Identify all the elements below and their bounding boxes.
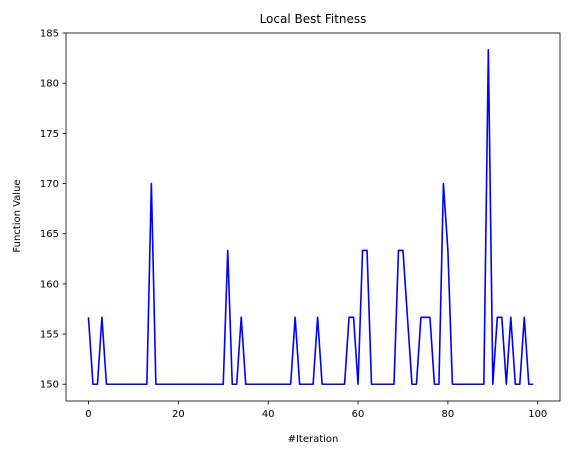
x-tick-label: 60 <box>352 409 365 420</box>
x-tick-label: 100 <box>528 409 547 420</box>
y-tick-label: 185 <box>40 29 59 40</box>
y-tick-label: 175 <box>40 129 59 140</box>
y-tick-label: 170 <box>40 179 59 190</box>
series-line-0 <box>87 48 534 386</box>
x-tick-label: 40 <box>262 409 275 420</box>
axes-frame <box>65 32 561 402</box>
y-tick-label: 155 <box>40 330 59 341</box>
y-tick-label: 180 <box>40 79 59 90</box>
chart-title: Local Best Fitness <box>260 12 367 26</box>
y-axis-label: Function Value <box>12 179 23 252</box>
x-tick-label: 20 <box>172 409 185 420</box>
x-axis-label: #Iteration <box>288 434 339 445</box>
plot-area: 0 20 40 60 80 100 150 155 160 165 170 175 180 185 <box>40 29 561 420</box>
x-tick-label: 0 <box>85 409 91 420</box>
y-tick-label: 150 <box>40 380 59 391</box>
x-tick-label: 80 <box>442 409 455 420</box>
y-tick-label: 160 <box>40 279 59 290</box>
y-tick-label: 165 <box>40 229 59 240</box>
